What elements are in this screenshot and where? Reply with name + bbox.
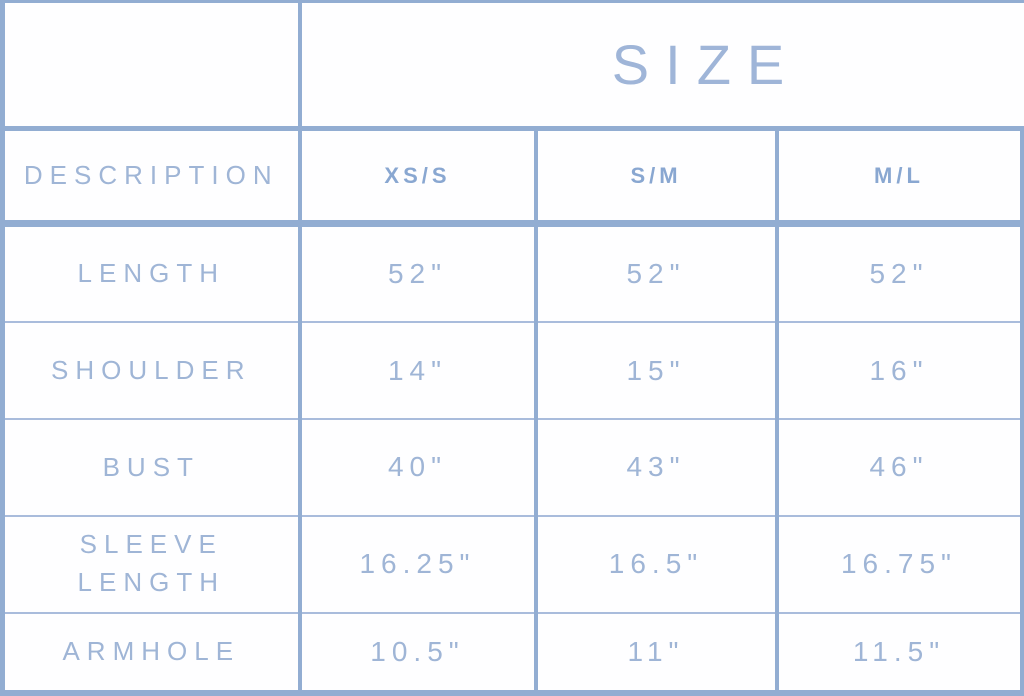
value-cell: 11.5" — [774, 611, 1024, 696]
row-label: ARMHOLE — [0, 611, 302, 696]
table-row-armhole: ARMHOLE 10.5" 11" 11.5" — [0, 611, 1024, 696]
value-cell: 52" — [297, 222, 538, 324]
value-cell: 46" — [774, 418, 1024, 517]
value-cell: 16.75" — [774, 514, 1024, 614]
value-cell: 15" — [533, 321, 779, 421]
table-row-length: LENGTH 52" 52" 52" — [0, 222, 1024, 324]
row-label: SLEEVE LENGTH — [0, 514, 302, 614]
value-cell: 11" — [533, 611, 779, 696]
cutoff-cell — [1019, 126, 1024, 228]
description-header-cell: DESCRIPTION — [0, 126, 302, 228]
cutoff-cell — [1019, 321, 1024, 421]
cutoff-cell — [1019, 514, 1024, 614]
value-cell: 10.5" — [297, 611, 538, 696]
value-cell: 43" — [533, 418, 779, 517]
corner-cell — [0, 0, 302, 132]
cutoff-cell — [1019, 611, 1024, 696]
table-row-bust: BUST 40" 43" 46" — [0, 418, 1024, 517]
size-title: SIZE — [297, 0, 1024, 132]
table-row-shoulder: SHOULDER 14" 15" 16" — [0, 321, 1024, 421]
table-row-sleeve-length: SLEEVE LENGTH 16.25" 16.5" 16.75" — [0, 514, 1024, 614]
value-cell: 52" — [774, 222, 1024, 324]
column-header-s-m: S/M — [533, 126, 779, 228]
row-label: SHOULDER — [0, 321, 302, 421]
cutoff-cell — [1019, 418, 1024, 517]
value-cell: 52" — [533, 222, 779, 324]
row-label: LENGTH — [0, 222, 302, 324]
value-cell: 40" — [297, 418, 538, 517]
cutoff-cell — [1019, 222, 1024, 324]
row-label: BUST — [0, 418, 302, 517]
value-cell: 16.5" — [533, 514, 779, 614]
column-header-m-l: M/L — [774, 126, 1024, 228]
column-header-xs-s: XS/S — [297, 126, 538, 228]
value-cell: 16.25" — [297, 514, 538, 614]
value-cell: 14" — [297, 321, 538, 421]
value-cell: 16" — [774, 321, 1024, 421]
